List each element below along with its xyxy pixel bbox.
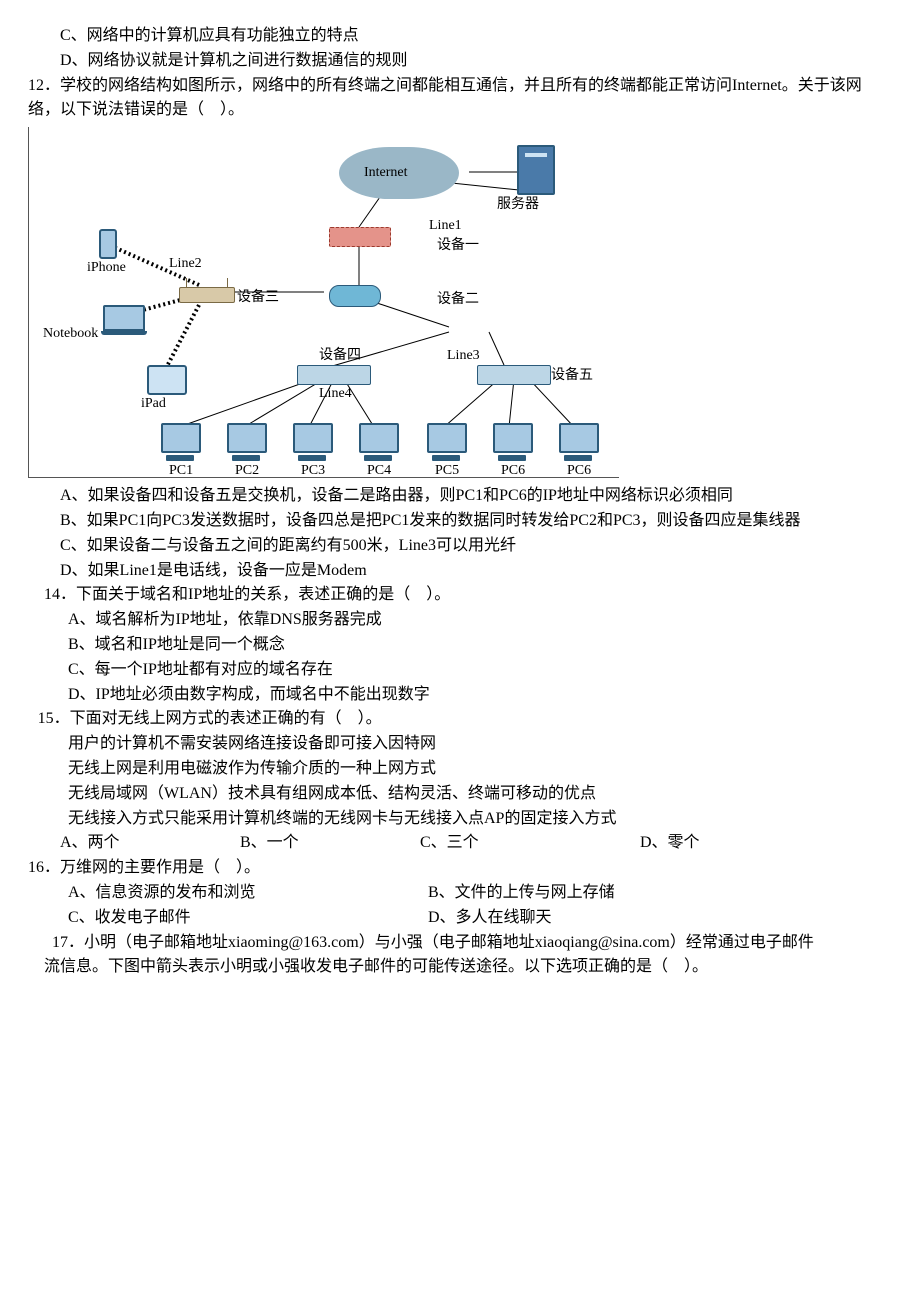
- q16-row-1: A、信息资源的发布和浏览 B、文件的上传与网上存储: [28, 881, 892, 906]
- q15-stmt-1: 用户的计算机不需安装网络连接设备即可接入因特网: [28, 732, 892, 757]
- q16-stem: 16．万维网的主要作用是（ ）。: [28, 856, 892, 881]
- ipad-label: iPad: [141, 393, 166, 415]
- pc3-icon: [293, 423, 331, 461]
- line4-label: Line4: [319, 383, 352, 405]
- q17-stem-1: 17．小明（电子邮箱地址xiaoming@163.com）与小强（电子邮箱地址x…: [28, 931, 892, 956]
- q15-option-a: A、两个: [60, 831, 240, 856]
- q16-option-a: A、信息资源的发布和浏览: [68, 881, 428, 906]
- q12-option-b: B、如果PC1向PC3发送数据时，设备四总是把PC1发来的数据同时转发给PC2和…: [28, 509, 892, 534]
- pc7-icon: [559, 423, 597, 461]
- server-label: 服务器: [497, 194, 539, 216]
- pc4-icon: [359, 423, 397, 461]
- q15-stmt-3: 无线局域网（WLAN）技术具有组网成本低、结构灵活、终端可移动的优点: [28, 782, 892, 807]
- q14-option-c: C、每一个IP地址都有对应的域名存在: [28, 658, 892, 683]
- q15-options: A、两个 B、一个 C、三个 D、零个: [28, 831, 892, 856]
- pc3-label: PC3: [301, 460, 325, 482]
- pc5-icon: [427, 423, 465, 461]
- device-5-icon: [477, 365, 551, 385]
- device-2-icon: [329, 285, 381, 307]
- pc5-label: PC5: [435, 460, 459, 482]
- device-5-label: 设备五: [551, 365, 593, 387]
- pc2-icon: [227, 423, 265, 461]
- q14-stem: 14．下面关于域名和IP地址的关系，表述正确的是（ ）。: [28, 583, 892, 608]
- iphone-icon: [99, 229, 117, 259]
- device-4-label: 设备四: [319, 345, 361, 367]
- pc6-icon: [493, 423, 531, 461]
- pc6-label: PC6: [501, 460, 525, 482]
- ipad-icon: [147, 365, 187, 395]
- pc1-icon: [161, 423, 199, 461]
- network-diagram: Internet 服务器 Line1 设备一 设备二 设备三 Line2 iPh…: [28, 127, 619, 478]
- q16-option-b: B、文件的上传与网上存储: [428, 881, 615, 906]
- q15-stem: 15．下面对无线上网方式的表述正确的有（ ）。: [28, 707, 892, 732]
- q11-option-c: C、网络中的计算机应具有功能独立的特点: [28, 24, 892, 49]
- device-3-label: 设备三: [237, 287, 279, 309]
- device-1-icon: [329, 227, 391, 247]
- device-2-label: 设备二: [437, 289, 479, 311]
- q17-stem-2: 流信息。下图中箭头表示小明或小强收发电子邮件的可能传送途径。以下选项正确的是（ …: [28, 955, 892, 980]
- q12-option-c: C、如果设备二与设备五之间的距离约有500米，Line3可以用光纤: [28, 534, 892, 559]
- pc2-label: PC2: [235, 460, 259, 482]
- notebook-label: Notebook: [43, 323, 98, 345]
- line1-label: Line1: [429, 215, 462, 237]
- pc1-label: PC1: [169, 460, 193, 482]
- q12-stem: 12．学校的网络结构如图所示，网络中的所有终端之间都能相互通信，并且所有的终端都…: [28, 74, 892, 124]
- q14-option-b: B、域名和IP地址是同一个概念: [28, 633, 892, 658]
- q16-option-c: C、收发电子邮件: [68, 906, 428, 931]
- q15-stmt-4: 无线接入方式只能采用计算机终端的无线网卡与无线接入点AP的固定接入方式: [28, 807, 892, 832]
- device-3-icon: [179, 287, 235, 303]
- q15-option-c: C、三个: [420, 831, 640, 856]
- q15-option-b: B、一个: [240, 831, 420, 856]
- q15-stmt-2: 无线上网是利用电磁波作为传输介质的一种上网方式: [28, 757, 892, 782]
- q11-option-d: D、网络协议就是计算机之间进行数据通信的规则: [28, 49, 892, 74]
- line2-label: Line2: [169, 253, 202, 275]
- pc7-label: PC6: [567, 460, 591, 482]
- q12-option-a: A、如果设备四和设备五是交换机，设备二是路由器，则PC1和PC6的IP地址中网络…: [28, 484, 892, 509]
- device-4-icon: [297, 365, 371, 385]
- iphone-label: iPhone: [87, 257, 126, 279]
- q14-option-a: A、域名解析为IP地址，依靠DNS服务器完成: [28, 608, 892, 633]
- q12-option-d: D、如果Line1是电话线，设备一应是Modem: [28, 559, 892, 584]
- device-1-label: 设备一: [437, 235, 479, 257]
- pc4-label: PC4: [367, 460, 391, 482]
- q16-row-2: C、收发电子邮件 D、多人在线聊天: [28, 906, 892, 931]
- line3-label: Line3: [447, 345, 480, 367]
- server-icon: [517, 145, 555, 195]
- q14-option-d: D、IP地址必须由数字构成，而域名中不能出现数字: [28, 683, 892, 708]
- notebook-icon: [103, 305, 145, 331]
- q15-option-d: D、零个: [640, 831, 700, 856]
- internet-label: Internet: [364, 162, 408, 184]
- q16-option-d: D、多人在线聊天: [428, 906, 552, 931]
